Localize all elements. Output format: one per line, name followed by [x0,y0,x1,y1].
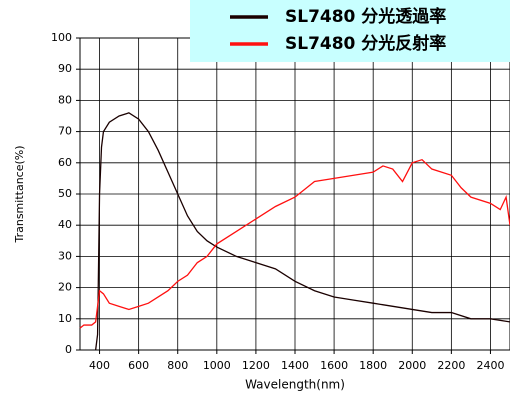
x-tick-label: 800 [167,359,188,372]
y-tick-label: 70 [58,125,72,138]
x-tick-label: 600 [128,359,149,372]
y-tick-label: 30 [58,249,72,262]
y-tick-label: 100 [51,31,72,44]
legend-box [190,0,510,62]
series-line [79,158,510,329]
y-tick-label: 0 [65,343,72,356]
series-line [94,112,510,351]
x-axis-label: Wavelength(nm) [245,378,345,392]
y-tick-label: 80 [58,93,72,106]
x-tick-label: 1800 [359,359,387,372]
y-axis-label: Transmittance(%) [13,145,26,243]
y-tick-label: 50 [58,187,72,200]
x-tick-label: 1000 [203,359,231,372]
y-tick-label: 40 [58,218,72,231]
y-tick-label: 60 [58,156,72,169]
x-tick-label: 2200 [437,359,465,372]
y-tick-label: 20 [58,281,72,294]
x-tick-label: 2400 [476,359,504,372]
x-tick-label: 2000 [398,359,426,372]
x-tick-label: 400 [89,359,110,372]
y-tick-label: 90 [58,62,72,75]
legend-label: SL7480 分光反射率 [285,33,446,54]
x-tick-label: 1400 [281,359,309,372]
x-tick-label: 1600 [320,359,348,372]
x-tick-label: 1200 [242,359,270,372]
y-tick-label: 10 [58,312,72,325]
legend-label: SL7480 分光透過率 [285,6,446,27]
